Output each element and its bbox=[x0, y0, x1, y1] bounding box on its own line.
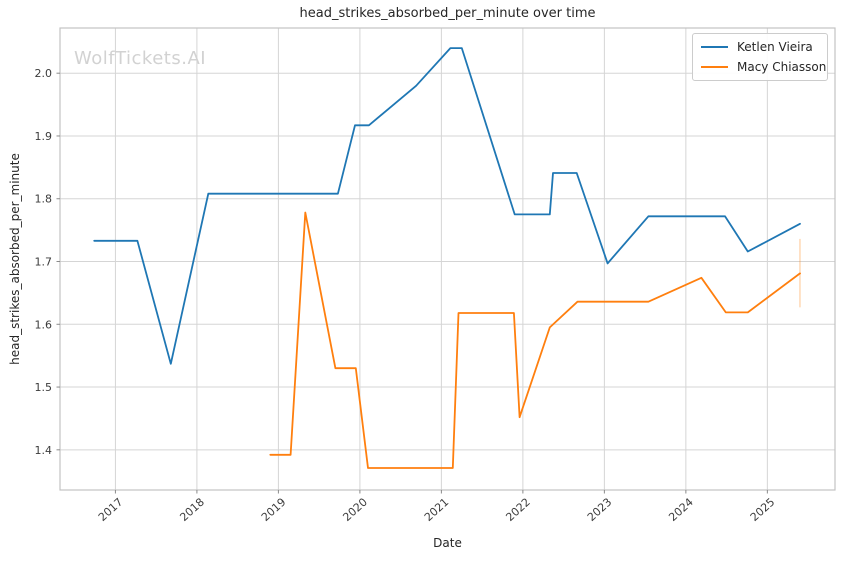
x-tick-label: 2021 bbox=[422, 496, 452, 524]
y-tick-label: 1.8 bbox=[35, 193, 53, 206]
legend-item-macy-chiasson: Macy Chiasson bbox=[701, 60, 826, 74]
y-tick-label: 1.6 bbox=[35, 318, 53, 331]
y-axis-label: head_strikes_absorbed_per_minute bbox=[8, 153, 22, 365]
legend-item-ketlen-vieira: Ketlen Vieira bbox=[701, 41, 819, 54]
watermark: WolfTickets.AI bbox=[74, 48, 207, 69]
y-tick-label: 1.5 bbox=[35, 381, 53, 394]
x-tick-label: 2017 bbox=[96, 496, 126, 524]
x-tick-label: 2025 bbox=[748, 496, 778, 524]
legend-line-swatch-ketlen-vieira bbox=[701, 46, 728, 49]
x-tick-label: 2023 bbox=[585, 496, 615, 524]
legend-line-swatch-macy-chiasson bbox=[701, 65, 728, 68]
x-tick-label: 2020 bbox=[340, 496, 370, 524]
x-axis-label: Date bbox=[433, 536, 462, 550]
x-tick-label: 2018 bbox=[177, 496, 207, 524]
legend-label-ketlen-vieira: Ketlen Vieira bbox=[737, 40, 813, 54]
x-tick-label: 2022 bbox=[503, 496, 533, 524]
x-tick-label: 2024 bbox=[666, 496, 696, 524]
x-tick-label: 2019 bbox=[259, 496, 289, 524]
y-tick-label: 1.4 bbox=[35, 444, 53, 457]
legend-label-macy-chiasson: Macy Chiasson bbox=[737, 59, 827, 74]
y-tick-label: 1.9 bbox=[35, 130, 53, 143]
chart-title: head_strikes_absorbed_per_minute over ti… bbox=[299, 6, 596, 21]
y-tick-label: 1.7 bbox=[35, 256, 53, 269]
series-line-ketlen-vieira bbox=[93, 47, 801, 365]
plot-border bbox=[59, 27, 836, 491]
legend: Ketlen Vieira Macy Chiasson bbox=[692, 33, 828, 82]
series-line-macy-chiasson bbox=[269, 211, 801, 469]
y-tick-label: 2.0 bbox=[35, 67, 53, 80]
